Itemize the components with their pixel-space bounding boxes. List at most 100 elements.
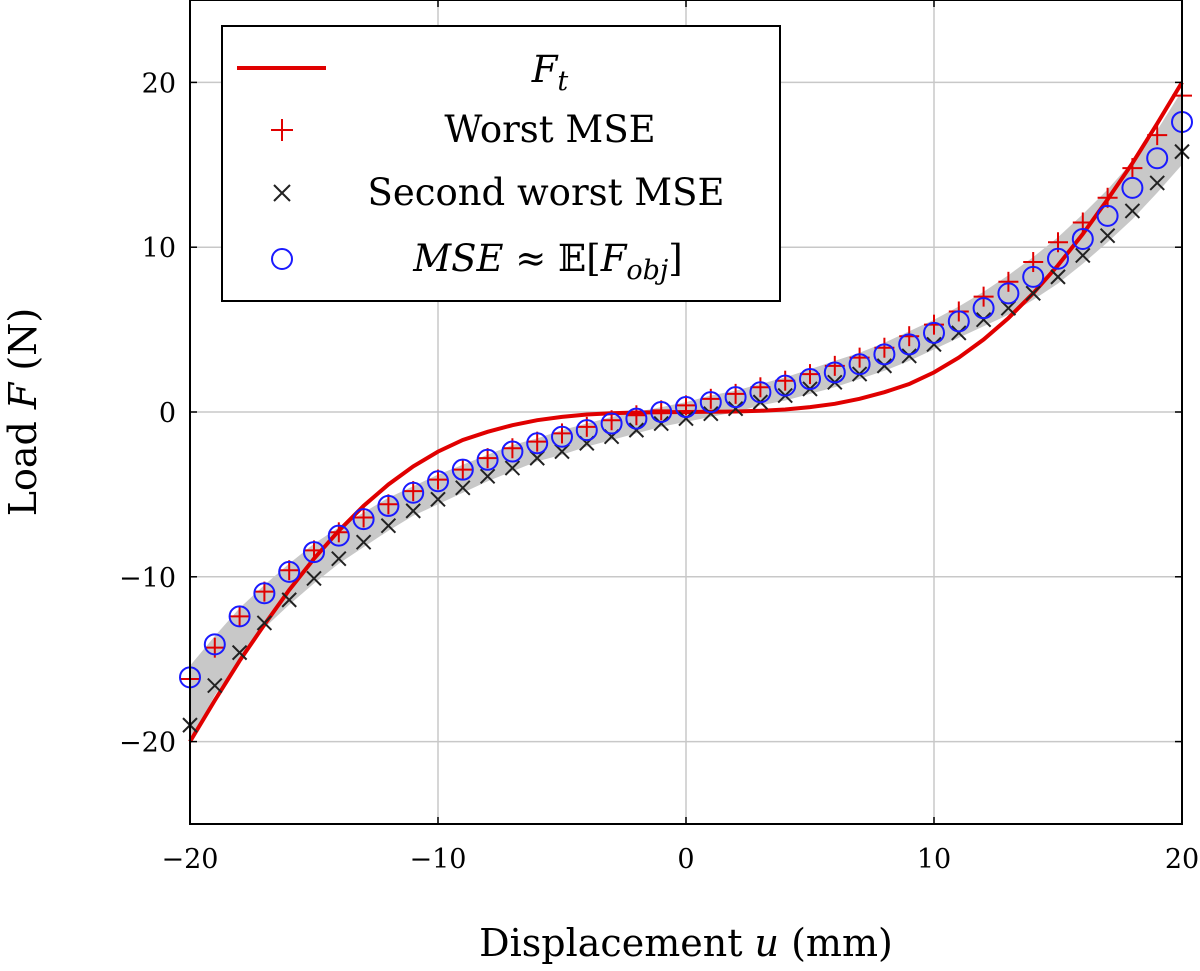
marker-cross-stroke (380, 518, 397, 534)
marker-mse-expected (947, 310, 970, 333)
x-axis-label: Displacement u (mm) (479, 921, 893, 965)
marker-mse-expected (228, 605, 251, 628)
marker-second-worst-mse (231, 644, 248, 661)
legend-mse-sub: obj (626, 255, 668, 286)
marker-second-worst-mse (504, 460, 521, 476)
marker-worst-mse (1147, 125, 1168, 146)
marker-worst-mse (254, 581, 275, 602)
y-tick-label: 0 (159, 398, 176, 429)
marker-second-worst-mse (479, 468, 496, 484)
legend-mse-open: [ (586, 237, 600, 280)
x-axis-label-symbol: u (755, 921, 779, 965)
legend-mse-close: ] (668, 237, 682, 280)
marker-second-worst-mse (405, 503, 421, 519)
marker-mse-expected (997, 282, 1020, 305)
marker-second-worst-mse (1099, 227, 1116, 244)
marker-worst-mse (403, 481, 424, 502)
marker-mse-expected (501, 440, 524, 463)
marker-worst-mse (775, 370, 796, 391)
marker-second-worst-mse (306, 570, 322, 587)
marker-cross-stroke (1050, 269, 1066, 285)
marker-mse-expected (848, 353, 871, 376)
marker-second-worst-mse (975, 312, 992, 328)
marker-mse-expected (823, 361, 846, 384)
marker-second-worst-mse (207, 677, 223, 694)
marker-second-worst-mse (1050, 269, 1066, 285)
marker-mse-expected (1146, 147, 1169, 170)
legend-swatch-second-worst-mse (273, 184, 291, 202)
legend-label-worst-mse: Worst MSE (444, 108, 655, 151)
y-tick-label: −20 (119, 728, 176, 759)
marker-cross-stroke (678, 410, 694, 427)
marker-mse-expected (1096, 204, 1119, 227)
marker-second-worst-mse (727, 400, 744, 417)
marker-cross-stroke (1075, 247, 1091, 264)
marker-mse-expected (575, 419, 598, 442)
marker-second-worst-mse (1025, 285, 1041, 302)
marker-cross-stroke (504, 460, 521, 476)
legend-label-ft: Ft (531, 48, 569, 97)
marker-cross-stroke (207, 677, 223, 694)
marker-second-worst-mse (256, 615, 273, 631)
legend-label-second-worst-mse: Second worst MSE (367, 171, 724, 214)
marker-mse-expected (600, 412, 623, 435)
marker-second-worst-mse (901, 348, 917, 364)
marker-second-worst-mse (653, 415, 669, 432)
legend-swatch-worst-mse (271, 119, 293, 141)
x-tick-label: −20 (162, 844, 219, 875)
x-axis-label-text: Displacement (479, 921, 754, 965)
marker-cross-stroke (727, 400, 744, 417)
marker-cross-stroke (951, 325, 967, 341)
legend: Ft Worst MSE Second worst MSE MSE ≈ 𝔼[Fo… (221, 25, 781, 302)
y-axis-label-unit: (N) (1, 308, 45, 383)
marker-worst-mse (1122, 158, 1143, 179)
x-tick-label: 0 (677, 844, 694, 875)
marker-mse-expected (203, 633, 226, 656)
marker-cross-stroke (529, 450, 545, 466)
marker-second-worst-mse (628, 422, 645, 438)
marker-second-worst-mse (1124, 203, 1141, 219)
legend-box (221, 25, 781, 302)
marker-worst-mse (1097, 187, 1118, 208)
marker-mse-expected (774, 374, 797, 397)
marker-mse-expected (278, 560, 301, 583)
marker-second-worst-mse (355, 534, 372, 550)
marker-mse-expected (699, 391, 722, 414)
marker-mse-expected (427, 470, 449, 493)
marker-second-worst-mse (926, 336, 942, 353)
marker-mse-expected (1047, 247, 1069, 270)
legend-swatch-mse-expected (271, 248, 293, 270)
marker-cross-stroke (554, 443, 570, 460)
marker-second-worst-mse (554, 443, 570, 460)
marker-cross-stroke (628, 422, 645, 438)
marker-second-worst-mse (678, 410, 694, 427)
y-axis-label-text: Load (1, 409, 45, 516)
marker-worst-mse (229, 606, 250, 627)
marker-cross-stroke (256, 615, 273, 631)
marker-worst-mse (651, 400, 672, 421)
marker-mse-expected (650, 401, 673, 423)
marker-second-worst-mse (876, 358, 893, 374)
legend-label-mse-expected: MSE ≈ 𝔼[Fobj] (412, 237, 682, 286)
legend-ft-base: F (531, 48, 559, 91)
y-tick-label: 20 (142, 68, 176, 99)
marker-cross-stroke (455, 480, 471, 496)
marker-cross-stroke (430, 491, 446, 508)
marker-cross-stroke (876, 358, 893, 374)
marker-cross-stroke (975, 312, 992, 328)
x-axis-label-unit: (mm) (779, 921, 893, 965)
legend-mse-approx: ≈ (504, 237, 559, 280)
marker-mse-expected (873, 343, 896, 366)
marker-mse-expected (749, 381, 772, 404)
marker-cross-stroke (405, 503, 421, 519)
marker-cross-stroke (355, 534, 372, 550)
marker-worst-mse (477, 448, 498, 469)
legend-mse-expectation: 𝔼 (558, 237, 586, 280)
marker-mse-expected (675, 396, 697, 419)
marker-worst-mse (353, 507, 374, 528)
marker-cross-stroke (281, 592, 297, 608)
marker-mse-expected (303, 541, 325, 564)
marker-mse-expected (526, 432, 549, 455)
marker-mse-expected (799, 368, 821, 391)
marker-mse-expected (402, 481, 425, 504)
